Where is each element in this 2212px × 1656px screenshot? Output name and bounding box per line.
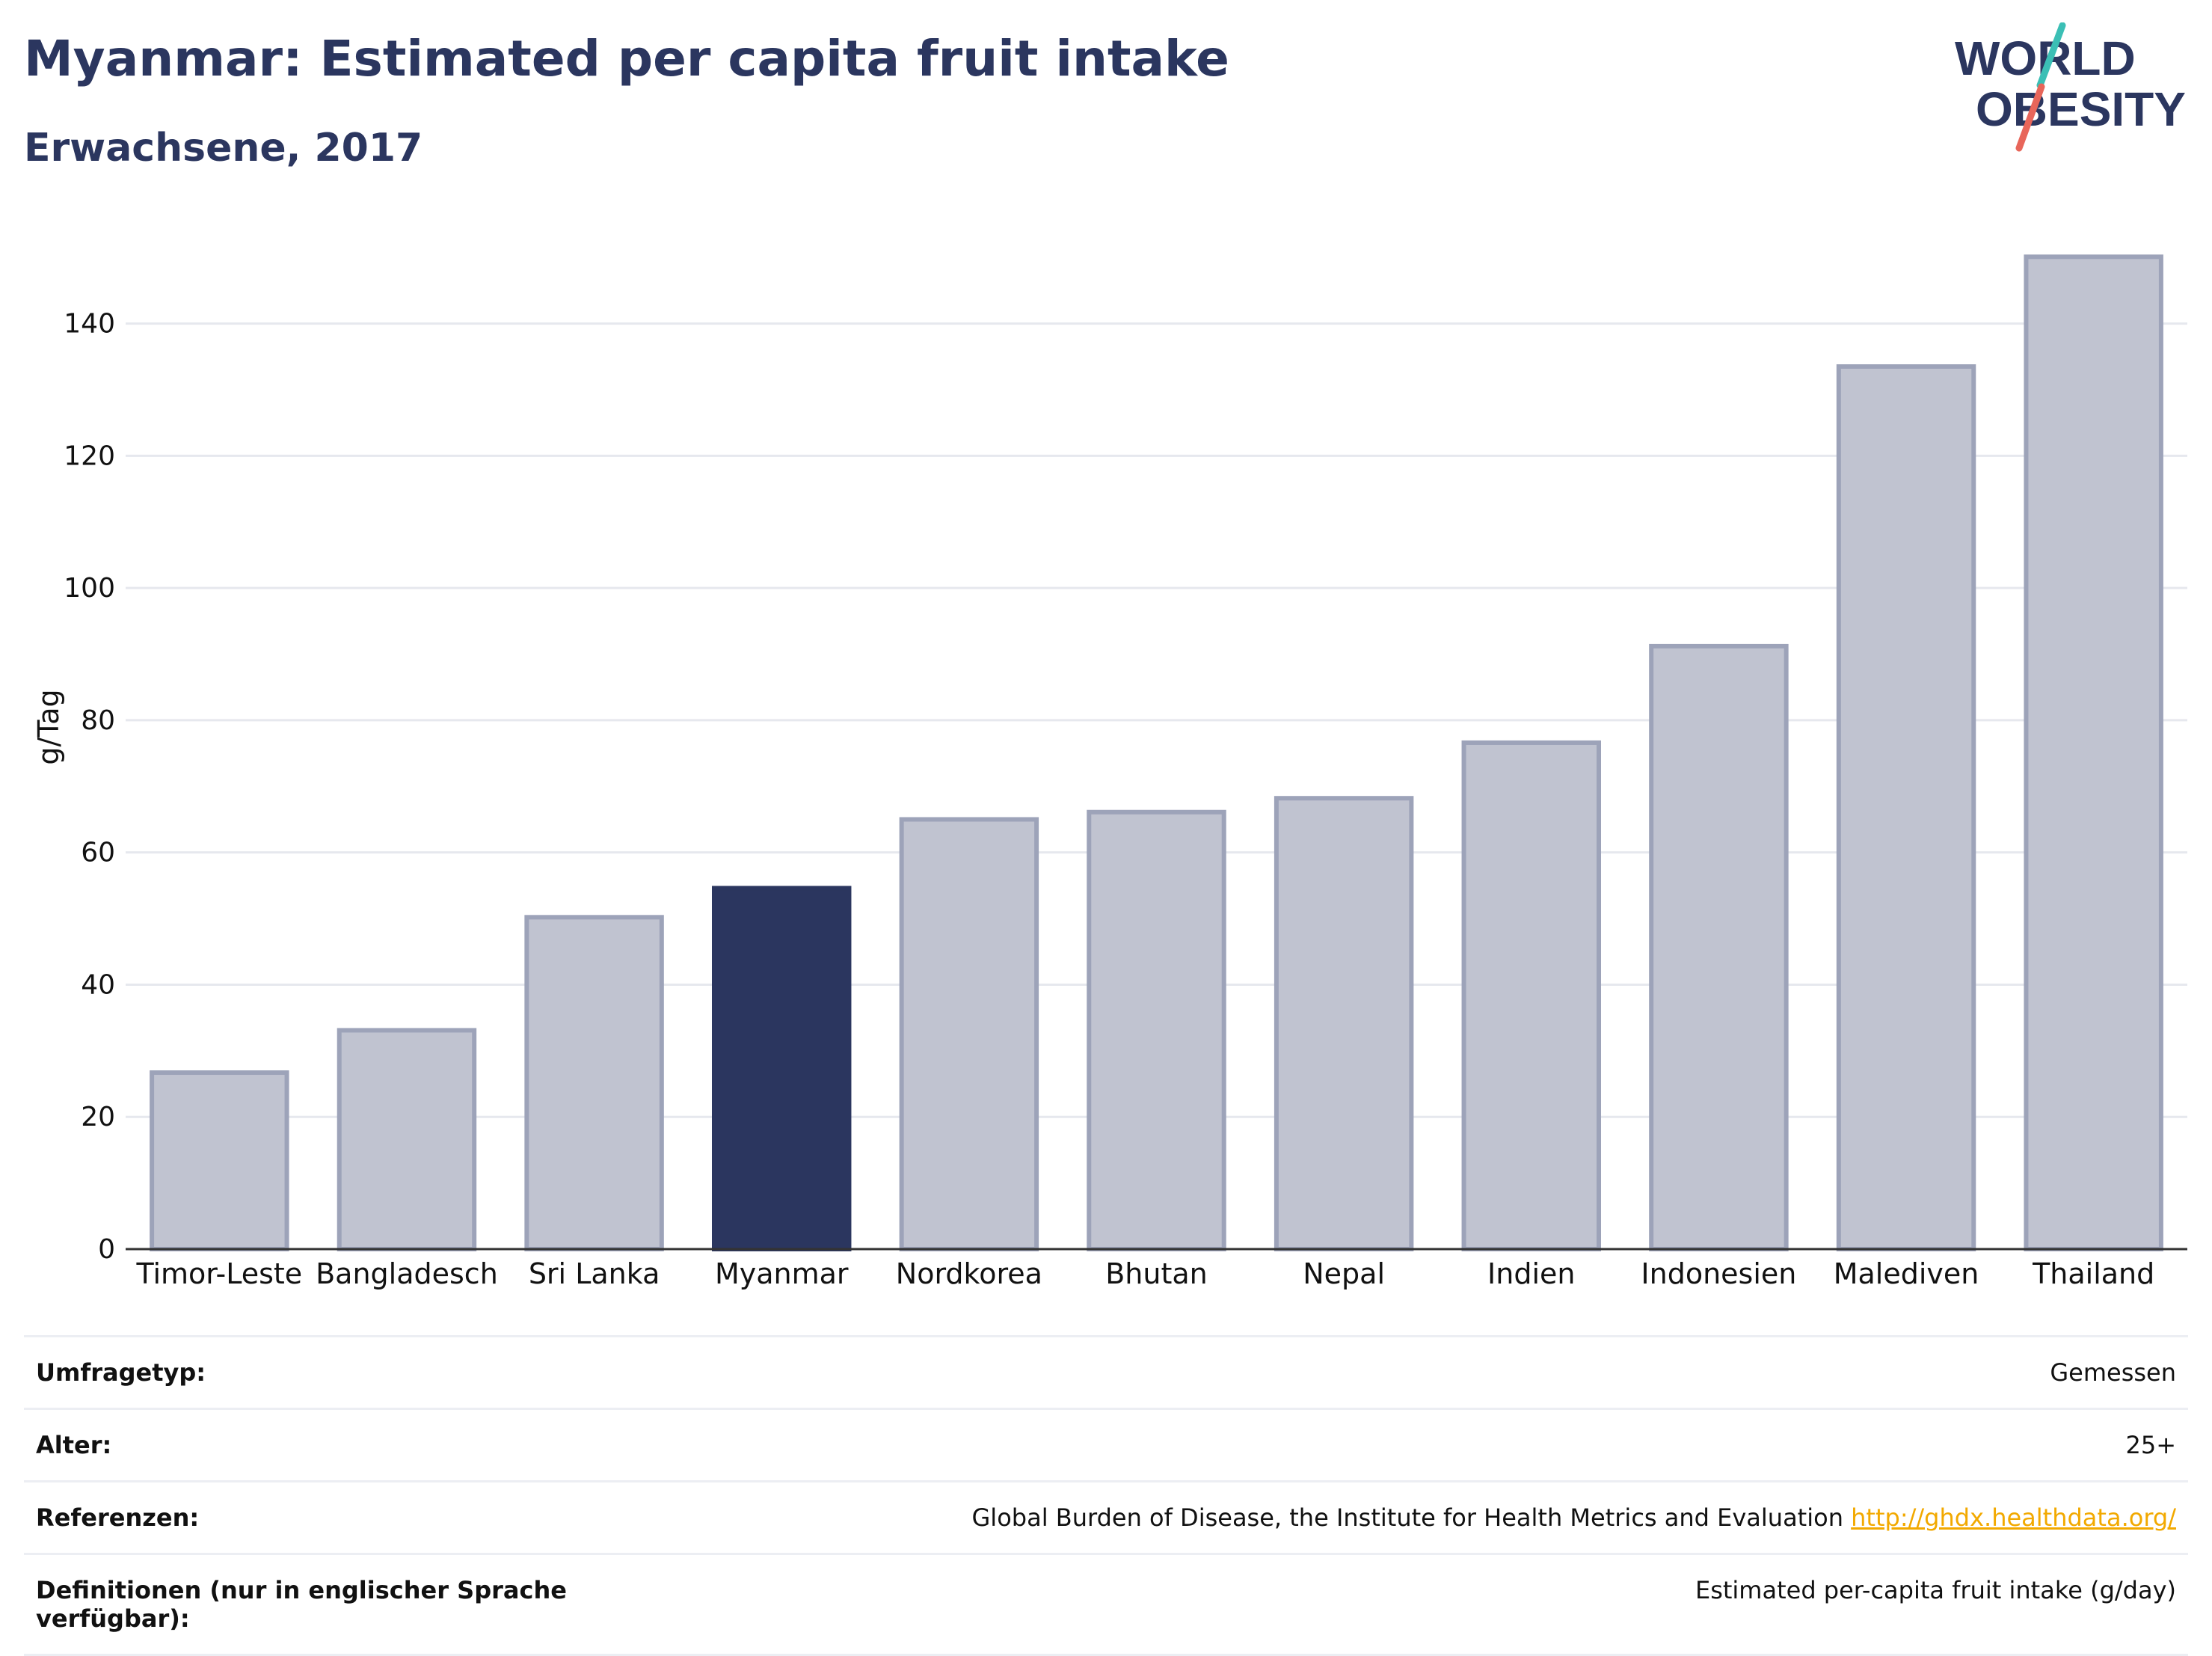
logo-line2: OBESITY: [1976, 82, 2186, 136]
x-tick-label: Indonesien: [1641, 1257, 1796, 1290]
info-key: Umfragetyp:: [24, 1335, 616, 1409]
bar-chart: 0 20 40 60 80 100 120 140 Timor-Leste Bangladesch…: [32, 254, 2187, 1290]
x-tick-label: Indien: [1487, 1257, 1575, 1290]
bars: [150, 254, 2163, 1252]
axes: 0 20 40 60 80 100 120 140 Timor-Leste Bangladesch…: [64, 309, 2187, 1290]
y-tick-label: 80: [81, 705, 115, 736]
x-tick-label: Timor-Leste: [135, 1257, 302, 1290]
bar-bhutan[interactable]: [1087, 809, 1226, 1251]
logo-slash-bottom: [2015, 83, 2045, 152]
bar-bangladesch[interactable]: [337, 1028, 477, 1251]
y-tick-label: 120: [64, 441, 115, 471]
info-key: Definitionen (nur in englischer Sprache …: [24, 1553, 616, 1656]
y-tick-label: 100: [64, 573, 115, 604]
info-value: 25+: [616, 1408, 2188, 1482]
reference-text: Global Burden of Disease, the Institute …: [971, 1503, 1843, 1532]
info-value: Gemessen: [616, 1335, 2188, 1409]
info-key: Referenzen:: [24, 1480, 616, 1554]
info-row-age: Alter: 25+: [24, 1408, 2188, 1482]
x-tick-label: Bangladesch: [316, 1257, 498, 1290]
logo-slash-top: [2036, 22, 2066, 89]
info-value: Estimated per-capita fruit intake (g/day…: [616, 1553, 2188, 1656]
info-row-survey-type: Umfragetyp: Gemessen: [24, 1335, 2188, 1409]
y-tick-label: 40: [81, 969, 115, 1000]
y-tick-label: 60: [81, 838, 115, 868]
info-key: Alter:: [24, 1408, 616, 1482]
bar-indonesien[interactable]: [1649, 643, 1789, 1251]
x-tick-label: Sri Lanka: [529, 1257, 660, 1290]
info-table: Umfragetyp: Gemessen Alter: 25+ Referenz…: [24, 1335, 2188, 1656]
world-obesity-logo[interactable]: WORLD OBESITY: [1944, 22, 2199, 157]
info-value-references: Global Burden of Disease, the Institute …: [616, 1480, 2188, 1554]
info-row-definitions: Definitionen (nur in englischer Sprache …: [24, 1553, 2188, 1656]
bar-indien[interactable]: [1461, 740, 1602, 1251]
x-tick-label: Thailand: [2032, 1257, 2154, 1290]
y-tick-label: 0: [98, 1234, 115, 1265]
bar-malediven[interactable]: [1836, 364, 1976, 1252]
info-row-references: Referenzen: Global Burden of Disease, th…: [24, 1480, 2188, 1554]
x-tick-label: Malediven: [1834, 1257, 1979, 1290]
bar-timor-leste[interactable]: [150, 1070, 289, 1252]
y-tick-label: 20: [81, 1102, 115, 1132]
x-tick-label: Nordkorea: [896, 1257, 1042, 1290]
page-subtitle: Erwachsene, 2017: [24, 126, 423, 171]
bar-thailand[interactable]: [2024, 254, 2163, 1251]
y-axis-label: g/Tag: [32, 689, 65, 764]
reference-link[interactable]: http://ghdx.healthdata.org/: [1851, 1503, 2176, 1532]
x-tick-label: Bhutan: [1105, 1257, 1208, 1290]
y-tick-label: 140: [64, 309, 115, 340]
page-title: Myanmar: Estimated per capita fruit inta…: [24, 30, 1229, 88]
bar-nepal[interactable]: [1274, 796, 1414, 1251]
x-tick-label: Nepal: [1303, 1257, 1385, 1290]
bar-sri-lanka[interactable]: [524, 915, 664, 1251]
x-tick-label: Myanmar: [715, 1257, 849, 1290]
bar-nordkorea[interactable]: [899, 817, 1039, 1251]
bar-myanmar[interactable]: [711, 886, 852, 1252]
